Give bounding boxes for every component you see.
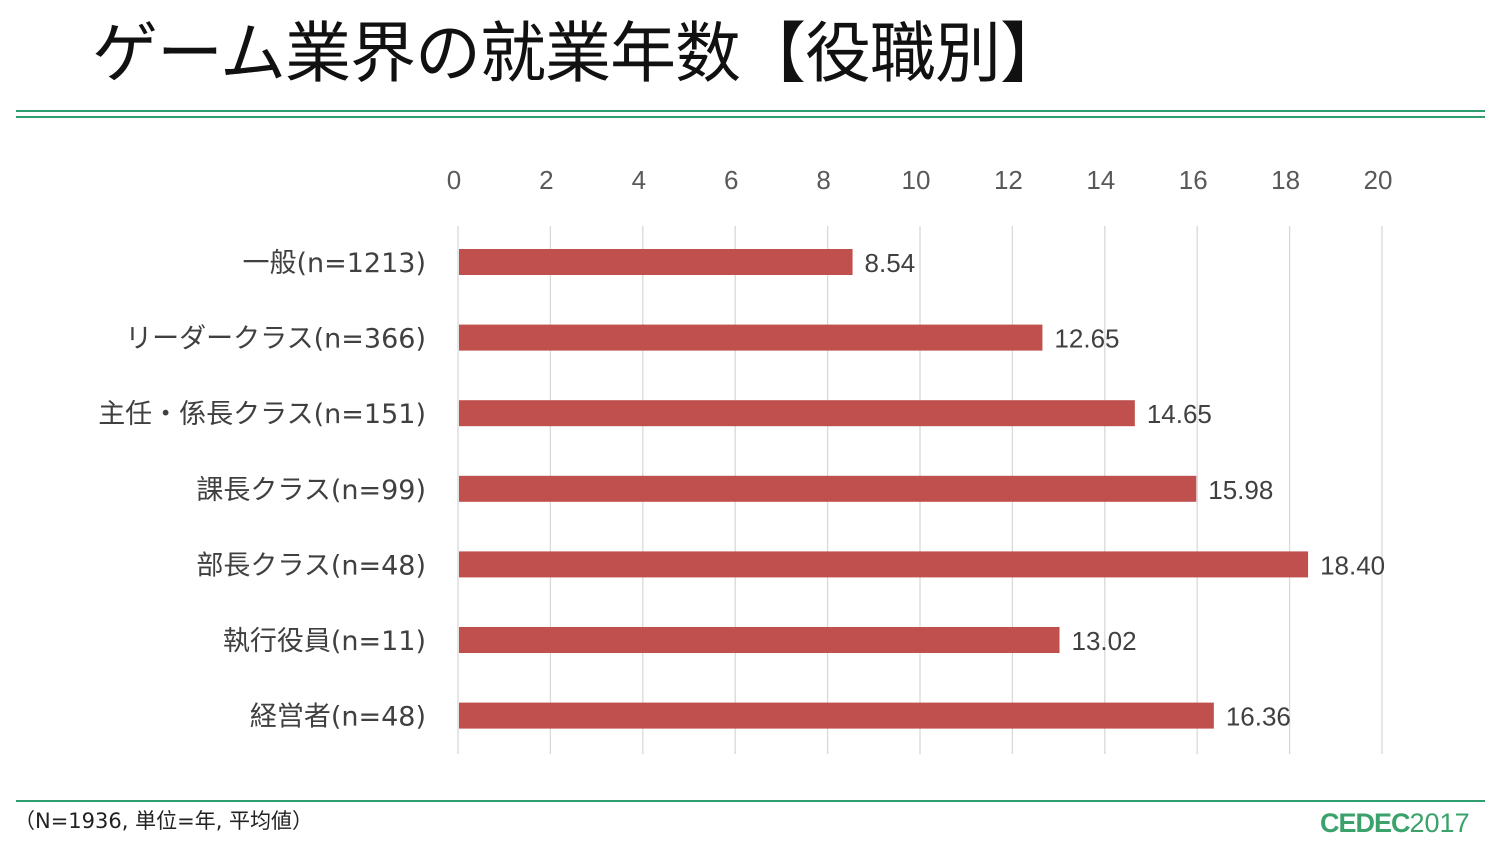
x-tick-label: 6 [724, 165, 738, 195]
x-tick-label: 18 [1271, 165, 1300, 195]
bar-chart: 0 2 4 6 8 10 12 14 16 18 20 一般(n=1213) リーダークラス(n=36… [98, 165, 1393, 754]
data-label: 14.65 [1147, 399, 1212, 429]
x-tick-label: 16 [1179, 165, 1208, 195]
title-rule-top [16, 110, 1485, 112]
cedec-logo: CEDEC2017 [1320, 806, 1470, 840]
x-tick-label: 0 [447, 165, 461, 195]
category-label: 課長クラス(n=99) [196, 475, 426, 506]
data-label: 18.40 [1320, 550, 1385, 580]
bar [459, 551, 1309, 578]
data-labels: 8.54 12.65 14.65 15.98 18.40 13.02 16.36 [865, 248, 1386, 732]
category-label: 主任・係長クラス(n=151) [98, 399, 426, 430]
slide-title: ゲーム業界の就業年数【役職別】 [92, 15, 1066, 92]
x-tick-label: 20 [1364, 165, 1393, 195]
bar [459, 475, 1197, 502]
category-label: 部長クラス(n=48) [196, 550, 426, 581]
x-tick-label: 14 [1086, 165, 1115, 195]
data-label: 13.02 [1072, 626, 1137, 656]
bar [459, 324, 1043, 351]
category-label: 一般(n=1213) [242, 248, 426, 279]
bar [459, 702, 1214, 729]
data-label: 16.36 [1226, 702, 1291, 732]
x-tick-label: 8 [816, 165, 830, 195]
footer-rule [16, 800, 1485, 802]
data-label: 12.65 [1054, 324, 1119, 354]
title-rule-bottom [16, 116, 1485, 118]
footnote: （N=1936, 単位=年, 平均値） [14, 809, 314, 833]
category-label: 執行役員(n=11) [223, 626, 426, 657]
data-label: 8.54 [865, 248, 916, 278]
data-label: 15.98 [1208, 475, 1273, 505]
category-labels: 一般(n=1213) リーダークラス(n=366) 主任・係長クラス(n=151) 課… [98, 248, 426, 733]
bars [459, 249, 1309, 729]
x-tick-label: 2 [539, 165, 553, 195]
x-tick-label: 12 [994, 165, 1023, 195]
x-axis-tick-labels: 0 2 4 6 8 10 12 14 16 18 20 [447, 165, 1393, 195]
category-label: リーダークラス(n=366) [125, 324, 426, 355]
bar [459, 627, 1060, 653]
logo-brand: CEDEC [1320, 808, 1411, 838]
category-label: 経営者(n=48) [250, 702, 426, 733]
bar [459, 249, 853, 275]
x-tick-label: 4 [632, 165, 646, 195]
x-tick-label: 10 [902, 165, 931, 195]
logo-year: 2017 [1409, 808, 1470, 838]
bar [459, 400, 1135, 427]
